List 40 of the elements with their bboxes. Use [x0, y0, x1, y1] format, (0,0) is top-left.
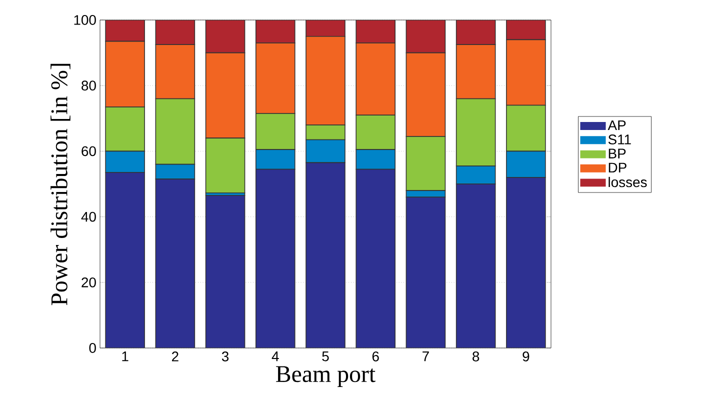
y-tick-label: 40: [81, 212, 96, 222]
bar: [306, 20, 346, 37]
x-tick-label: 4: [272, 352, 279, 362]
x-tick-label: 7: [422, 352, 429, 362]
legend-label: DP: [608, 162, 626, 172]
bar: [205, 20, 246, 54]
x-tick-label: 8: [472, 352, 480, 362]
x-tick-label: 6: [372, 352, 379, 362]
bar: [456, 20, 496, 45]
y-tick-label: 60: [82, 146, 96, 156]
bar: [106, 172, 145, 348]
bar: [356, 169, 396, 348]
bar: [406, 20, 446, 54]
y-axis-title: Power distribution [in %]: [50, 64, 70, 306]
bar: [456, 184, 496, 348]
legend-label: losses: [608, 176, 647, 188]
bar: [156, 179, 195, 348]
legend-label: AP: [608, 120, 626, 130]
legend-label: S11: [608, 134, 631, 144]
y-tick-label: 20: [82, 277, 96, 288]
bar: [256, 169, 295, 348]
x-tick-label: 2: [172, 352, 178, 362]
y-tick-label: 0: [89, 343, 96, 353]
bar: [255, 20, 296, 44]
x-tick-label: 5: [322, 352, 329, 362]
y-tick-label: 100: [74, 15, 96, 25]
bar: [356, 20, 396, 44]
y-tick-label: 80: [82, 80, 96, 91]
x-tick-label: 9: [522, 352, 530, 362]
bar: [306, 162, 345, 348]
legend-label: BP: [608, 148, 626, 158]
bar: [506, 177, 546, 348]
bar: [155, 20, 196, 45]
bar: [506, 20, 546, 40]
bar: [206, 195, 245, 348]
bar: [406, 197, 446, 348]
x-tick-label: 3: [222, 352, 229, 362]
x-axis-title: Beam port: [276, 366, 376, 387]
bar: [105, 20, 145, 42]
x-tick-label: 1: [122, 352, 128, 362]
